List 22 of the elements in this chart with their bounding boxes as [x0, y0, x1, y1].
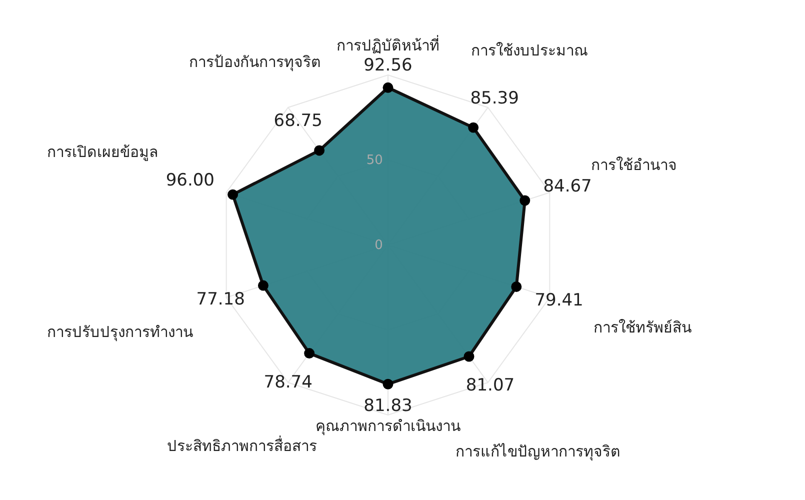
y-tick-label: 50 [366, 153, 383, 168]
y-tick-label: 0 [374, 238, 383, 253]
data-label: 92.56 [364, 56, 412, 76]
data-label: 81.07 [466, 376, 515, 396]
data-label: 84.67 [543, 176, 592, 197]
spoke-label: การเปิดเผยข้อมูล [46, 143, 158, 162]
data-label: 81.83 [364, 396, 412, 416]
spoke-label: การใช้อำนาจ [590, 156, 677, 174]
spoke-label: การใช้ทรัพย์สิน [593, 318, 692, 337]
data-label: 96.00 [166, 170, 214, 191]
data-label: 78.74 [264, 372, 312, 393]
spoke-label: การใช้งบประมาณ [470, 42, 588, 60]
spoke-label: การปฏิบัติหน้าที่ [336, 34, 440, 55]
spoke-label: คุณภาพการดำเนินงาน [316, 417, 460, 436]
spoke-label: การแก้ไขปัญหาการทุจริต [456, 442, 621, 462]
data-label: 68.75 [274, 111, 322, 132]
data-label: 79.41 [534, 290, 584, 311]
data-label: 77.18 [196, 289, 245, 310]
spoke-label: การป้องกันการทุจริต [189, 53, 322, 72]
spoke-label: ประสิทธิภาพการสื่อสาร [166, 435, 317, 456]
data-label: 85.39 [470, 88, 519, 108]
spoke-label: การปรับปรุงการทำงาน [46, 323, 193, 342]
